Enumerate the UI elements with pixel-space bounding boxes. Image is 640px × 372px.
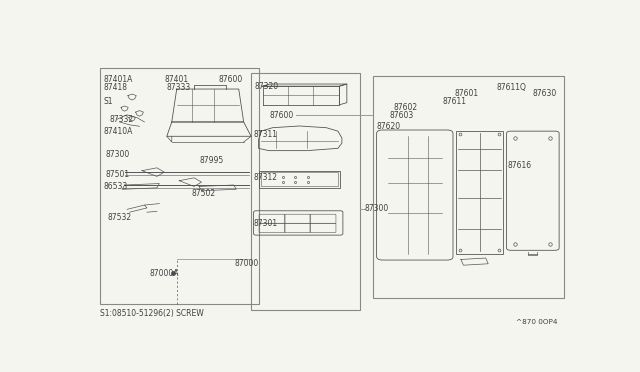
Text: 87620: 87620 [376, 122, 400, 131]
Text: 87995: 87995 [199, 156, 223, 165]
Text: 87601: 87601 [455, 89, 479, 98]
Bar [251, 73, 360, 310]
Text: 87301: 87301 [253, 219, 278, 228]
Text: S1:08510-51296(2) SCREW: S1:08510-51296(2) SCREW [100, 310, 204, 318]
Text: S1: S1 [103, 97, 113, 106]
Text: 87603: 87603 [390, 110, 414, 120]
Text: 87333: 87333 [167, 83, 191, 92]
Text: 87401: 87401 [164, 74, 188, 83]
Bar [372, 76, 564, 298]
Text: 87332: 87332 [110, 115, 134, 125]
Text: 87311: 87311 [253, 130, 278, 140]
Bar [261, 172, 338, 186]
Text: 87300: 87300 [365, 204, 389, 213]
Text: 87600: 87600 [219, 74, 243, 83]
Text: 87418: 87418 [103, 83, 127, 92]
Text: 87312: 87312 [253, 173, 278, 182]
Text: 87611Q: 87611Q [497, 83, 527, 92]
Text: ^870 0OP4: ^870 0OP4 [516, 320, 558, 326]
Bar [259, 171, 340, 188]
Text: 87600: 87600 [269, 111, 294, 120]
Text: 87000: 87000 [235, 259, 259, 268]
Text: 87000A: 87000A [150, 269, 179, 278]
Text: 87502: 87502 [191, 189, 216, 198]
Text: 87401A: 87401A [103, 74, 132, 83]
Text: 87320: 87320 [255, 82, 278, 91]
Text: 87410A: 87410A [103, 126, 132, 136]
Bar [100, 68, 259, 304]
Text: 87602: 87602 [394, 103, 417, 112]
Bar [456, 131, 503, 254]
Text: 87611: 87611 [442, 97, 466, 106]
Text: 87532: 87532 [108, 214, 131, 222]
Text: 87501: 87501 [106, 170, 130, 179]
Text: 87630: 87630 [533, 89, 557, 98]
Text: 87616: 87616 [508, 161, 532, 170]
Text: 87300: 87300 [106, 150, 130, 159]
Text: 86533: 86533 [103, 182, 127, 190]
